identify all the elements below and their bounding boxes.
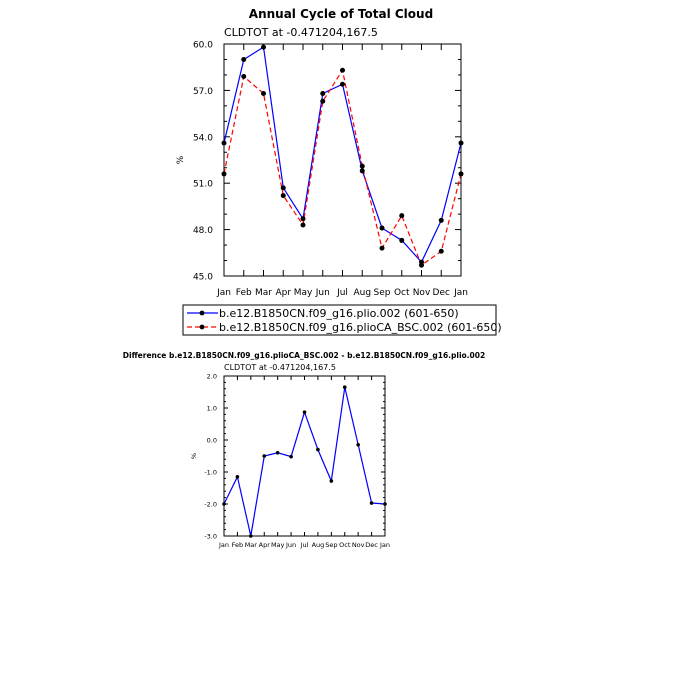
series-0-point [342,385,347,390]
legend-frame [182,304,497,336]
x-tick-label: Jan [453,288,468,298]
x-tick-label: Feb [236,288,252,298]
series-1-point [379,245,385,251]
chart2-series [222,385,387,538]
x-tick-label: Dec [365,541,378,549]
series-0-point [458,140,464,146]
series-line-0 [223,46,462,264]
series-1-point [458,171,464,177]
series-1-point [261,90,266,96]
series-0-point [359,168,365,174]
series-1-point [399,213,405,219]
x-tick-label: Aug [353,288,371,298]
x-tick-label: Nov [413,288,431,298]
series-line-0 [223,387,386,537]
x-tick-label: Dec [433,288,450,298]
x-tick-label: Jan [218,541,229,549]
series-0-point [222,502,226,506]
series-0-point [249,534,253,538]
x-tick-label: May [294,288,313,298]
x-tick-label: Jan [216,288,231,298]
y-tick-label: 48.0 [193,226,213,236]
y-tick-label: 57.0 [193,87,213,97]
x-tick-label: Jul [336,288,348,298]
chart2-title: Difference b.e12.B1850CN.f09_g16.plioCA_… [123,351,485,360]
chart1-plot-frame [223,43,462,277]
series-0-point [275,451,280,455]
series-1-point [221,171,227,177]
series-0-point [399,237,405,243]
x-tick-label: Mar [245,541,258,549]
series-1-point [340,67,345,73]
series-0-point [383,502,387,506]
chart1-series [221,44,464,268]
y-tick-label: 51.0 [193,180,213,190]
series-0-point [241,56,247,62]
x-tick-label: Mar [255,288,272,298]
series-0-point [316,447,320,452]
series-0-point [320,90,326,96]
legend-marker-red [199,324,205,330]
series-0-point [280,185,286,191]
chart2-subtitle: CLDTOT at -0.471204,167.5 [224,363,336,372]
series-0-point [235,475,240,479]
series-0-point [289,454,293,459]
series-0-point [438,217,444,223]
chart2-ylabel: % [190,453,198,459]
y-tick-label: 2.0 [207,373,217,381]
x-tick-label: Sep [325,541,337,549]
x-tick-label: Oct [339,541,351,549]
y-tick-label: 45.0 [193,273,213,283]
y-tick-label: -2.0 [204,501,217,509]
series-0-point [369,501,374,505]
series-1-point [241,73,247,79]
series-0-point [262,454,267,458]
x-tick-label: Nov [352,541,365,549]
series-0-point [356,443,360,447]
series-1-point [419,262,424,268]
y-tick-label: -3.0 [204,533,217,541]
y-tick-label: 1.0 [207,405,217,413]
series-0-point [340,81,345,87]
y-tick-label: 0.0 [207,437,217,445]
x-tick-label: Apr [275,288,291,298]
series-1-point [280,193,286,199]
y-tick-label: -1.0 [204,469,217,477]
series-1-point [300,222,306,228]
x-tick-label: Jun [285,541,296,549]
legend-marker-blue [199,310,205,316]
x-tick-label: Jul [300,541,309,549]
chart1-ylabel: % [176,155,186,164]
chart2-axes: Jan Feb Mar Apr May Jun Jul Aug Sep Oct Nov Dec Jan-… [204,373,390,550]
chart1-title: Annual Cycle of Total Cloud [249,7,433,21]
series-0-point [302,410,307,414]
series-line-1 [223,68,462,267]
x-tick-label: Jun [315,288,330,298]
series-0-point [261,44,266,50]
x-tick-label: Oct [394,288,410,298]
legend-label-1: b.e12.B1850CN.f09_g16.plioCA_BSC.002 (60… [219,321,502,334]
legend-label-0: b.e12.B1850CN.f09_g16.plio.002 (601-650) [219,307,459,320]
chart1-axes: Jan Feb Mar Apr May Jun Jul Aug Sep Oct Nov Dec Jan4… [193,41,468,299]
x-tick-label: Feb [232,541,244,549]
series-1-point [438,248,444,254]
series-1-point [359,163,365,169]
series-0-point [379,225,385,231]
series-0-point [300,216,306,222]
series-1-point [320,98,326,104]
x-tick-label: Aug [312,541,325,549]
x-tick-label: Sep [374,288,391,298]
chart1-subtitle: CLDTOT at -0.471204,167.5 [224,26,378,39]
y-tick-label: 54.0 [193,133,213,143]
x-tick-label: Jan [379,541,390,549]
series-0-point [329,479,334,483]
x-tick-label: Apr [259,541,271,549]
chart1-legend: b.e12.B1850CN.f09_g16.plio.002 (601-650)… [182,304,502,336]
y-tick-label: 60.0 [193,41,213,51]
series-0-point [221,140,227,146]
x-tick-label: May [271,541,285,549]
